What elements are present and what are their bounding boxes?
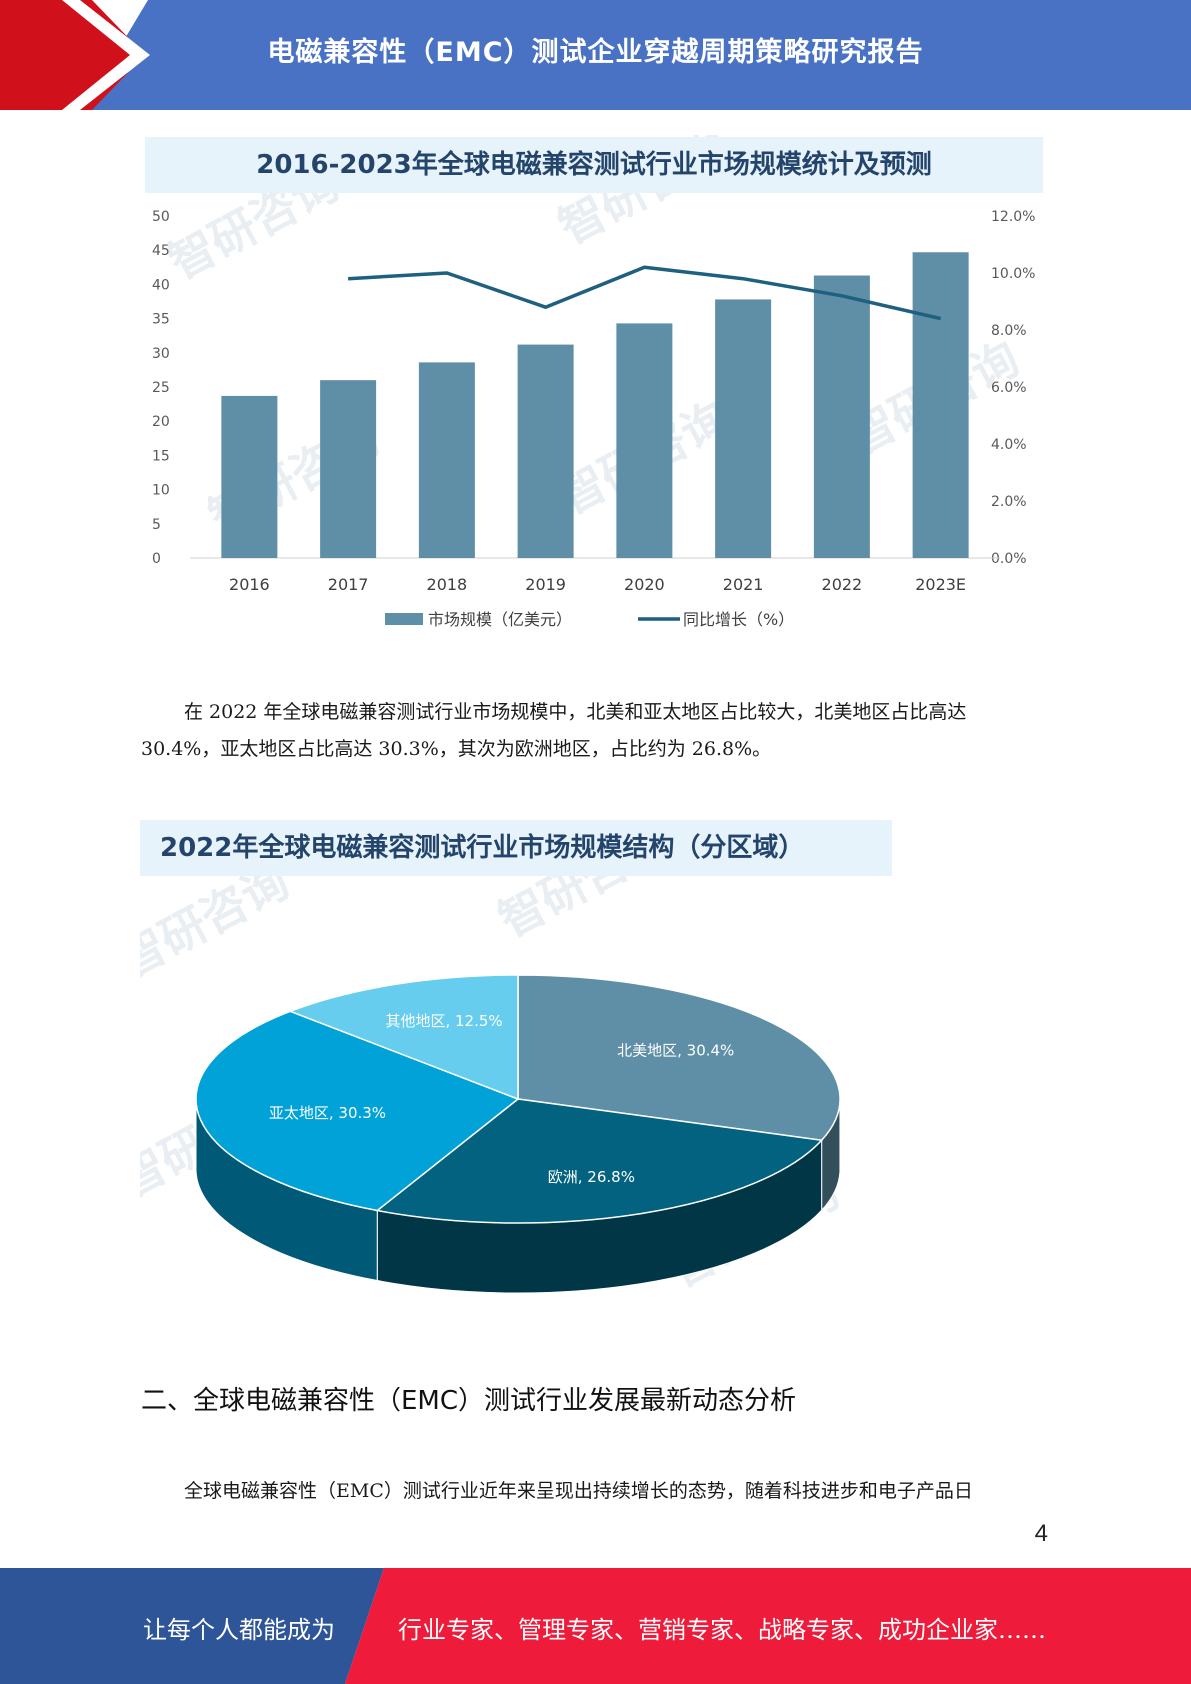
x-axis-category-label: 2016 bbox=[229, 575, 270, 594]
market-size-chart-svg: 智研咨询智研咨询智研咨询智研咨询智研咨询05101520253035404550… bbox=[152, 135, 1035, 629]
x-axis-category-label: 2017 bbox=[328, 575, 369, 594]
pie-slice-label: 北美地区, 30.4% bbox=[617, 1041, 734, 1059]
pie-slice bbox=[375, 1098, 824, 1224]
region-structure-chart-svg: 智研咨询智研咨询智研咨询智研咨询北美地区, 30.4%欧洲, 26.8%亚太地区… bbox=[140, 818, 848, 1298]
y2-axis-tick-label: 2.0% bbox=[991, 494, 1027, 510]
y-axis-tick-label: 30 bbox=[152, 346, 170, 362]
region-share-paragraph: 在 2022 年全球电磁兼容测试行业市场规模中，北美和亚太地区占比较大，北美地区… bbox=[141, 694, 1046, 768]
y-axis-tick-label: 45 bbox=[152, 243, 170, 259]
legend-line-label: 同比增长（%） bbox=[683, 610, 794, 629]
market-size-bar bbox=[418, 362, 475, 558]
growth-rate-line bbox=[348, 265, 942, 321]
y-axis-tick-label: 40 bbox=[152, 277, 170, 293]
market-size-bar bbox=[616, 323, 673, 558]
pie-slice bbox=[195, 1010, 520, 1212]
legend-bar-label: 市场规模（亿美元） bbox=[428, 610, 572, 629]
y2-axis-tick-label: 12.0% bbox=[991, 209, 1035, 225]
report-header: 电磁兼容性（EMC）测试企业穿越周期策略研究报告 bbox=[0, 0, 1191, 110]
y-axis-tick-label: 15 bbox=[152, 448, 170, 464]
y-axis-tick-label: 35 bbox=[152, 312, 170, 328]
market-size-chart-title: 2016-2023年全球电磁兼容测试行业市场规模统计及预测 bbox=[145, 137, 1043, 193]
x-axis-category-label: 2021 bbox=[723, 575, 764, 594]
region-share-text: 在 2022 年全球电磁兼容测试行业市场规模中，北美和亚太地区占比较大，北美地区… bbox=[141, 701, 967, 760]
header-decoration bbox=[0, 0, 150, 110]
region-structure-chart: 智研咨询智研咨询智研咨询智研咨询北美地区, 30.4%欧洲, 26.8%亚太地区… bbox=[140, 818, 892, 1358]
footer-background bbox=[0, 1568, 1191, 1684]
footer-slogan-right: 行业专家、管理专家、营销专家、战略专家、成功企业家…… bbox=[398, 1616, 1046, 1644]
pie-slice bbox=[288, 974, 519, 1101]
pie-slice-label: 亚太地区, 30.3% bbox=[269, 1104, 386, 1122]
market-size-bar bbox=[715, 299, 772, 558]
market-size-chart: 智研咨询智研咨询智研咨询智研咨询智研咨询05101520253035404550… bbox=[140, 135, 1045, 685]
x-axis-category-label: 2019 bbox=[525, 575, 566, 594]
report-footer: 让每个人都能成为 行业专家、管理专家、营销专家、战略专家、成功企业家…… bbox=[0, 1568, 1191, 1684]
region-structure-chart-title: 2022年全球电磁兼容测试行业市场规模结构（分区域） bbox=[140, 820, 892, 876]
y-axis-tick-label: 20 bbox=[152, 414, 170, 430]
y2-axis-tick-label: 6.0% bbox=[991, 380, 1027, 396]
market-size-bar bbox=[912, 252, 969, 558]
emc-trend-text: 全球电磁兼容性（EMC）测试行业近年来呈现出持续增长的态势，随着科技进步和电子产… bbox=[184, 1480, 973, 1502]
report-title: 电磁兼容性（EMC）测试企业穿越周期策略研究报告 bbox=[267, 37, 924, 68]
x-axis-category-label: 2022 bbox=[822, 575, 863, 594]
market-size-bar bbox=[221, 395, 278, 558]
x-axis-category-label: 2018 bbox=[427, 575, 468, 594]
page-number: 4 bbox=[1034, 1520, 1048, 1547]
market-size-bar bbox=[517, 344, 574, 558]
y2-axis-tick-label: 10.0% bbox=[991, 266, 1035, 282]
pie-slice-label: 其他地区, 12.5% bbox=[385, 1012, 502, 1030]
legend-bar-swatch bbox=[385, 613, 423, 625]
y-axis-tick-label: 25 bbox=[152, 380, 170, 396]
footer-slogan-left: 让每个人都能成为 bbox=[143, 1616, 335, 1644]
emc-trend-paragraph: 全球电磁兼容性（EMC）测试行业近年来呈现出持续增长的态势，随着科技进步和电子产… bbox=[141, 1473, 1046, 1510]
y-axis-tick-label: 5 bbox=[152, 517, 161, 533]
market-size-bar bbox=[320, 380, 377, 558]
section-heading: 二、全球电磁兼容性（EMC）测试行业发展最新动态分析 bbox=[141, 1386, 797, 1416]
x-axis-category-label: 2023E bbox=[915, 575, 966, 594]
x-axis-category-label: 2020 bbox=[624, 575, 665, 594]
market-size-bar bbox=[813, 275, 870, 558]
y-axis-tick-label: 50 bbox=[152, 209, 170, 225]
y2-axis-tick-label: 4.0% bbox=[991, 437, 1027, 453]
pie-slice bbox=[517, 974, 841, 1142]
pie-slice-label: 欧洲, 26.8% bbox=[548, 1168, 635, 1186]
y-axis-tick-label: 0 bbox=[152, 551, 161, 567]
y2-axis-tick-label: 0.0% bbox=[991, 551, 1027, 567]
y-axis-tick-label: 10 bbox=[152, 483, 170, 499]
y2-axis-tick-label: 8.0% bbox=[991, 323, 1027, 339]
